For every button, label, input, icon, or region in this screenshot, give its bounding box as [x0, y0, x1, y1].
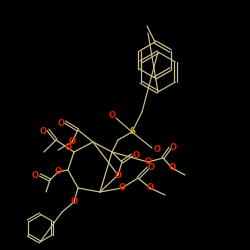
Text: O: O — [118, 184, 126, 192]
Text: S: S — [129, 128, 135, 136]
Text: O: O — [58, 120, 64, 128]
Text: O: O — [148, 164, 154, 172]
Text: O: O — [168, 164, 175, 172]
Text: O: O — [108, 112, 116, 120]
Text: O: O — [170, 144, 176, 152]
Text: O: O — [70, 198, 78, 206]
Text: O: O — [32, 170, 38, 179]
Text: O: O — [146, 184, 154, 192]
Text: O: O — [114, 170, 121, 179]
Text: O: O — [154, 146, 160, 154]
Text: O: O — [68, 138, 75, 146]
Text: O: O — [40, 128, 46, 136]
Text: O: O — [64, 144, 71, 152]
Text: O: O — [132, 150, 140, 160]
Text: O: O — [144, 158, 152, 166]
Text: O: O — [54, 168, 62, 176]
